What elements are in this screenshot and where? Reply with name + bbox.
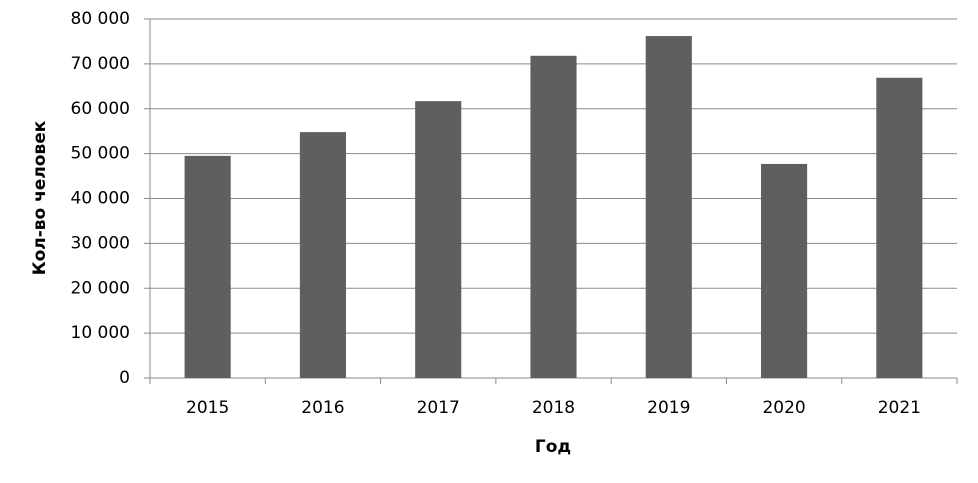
y-tick-label: 70 000 <box>71 54 130 74</box>
y-tick-label: 30 000 <box>71 233 130 253</box>
x-tick-label: 2017 <box>417 398 460 418</box>
y-tick-label: 40 000 <box>71 189 130 209</box>
bar <box>530 55 577 379</box>
y-tick-label: 10 000 <box>71 323 130 343</box>
bar <box>415 101 462 378</box>
bar <box>876 77 923 378</box>
y-tick-label: 0 <box>119 368 130 388</box>
y-tick-label: 20 000 <box>71 278 130 298</box>
bar <box>761 163 808 378</box>
y-tick-label: 80 000 <box>71 9 130 29</box>
x-tick-label: 2021 <box>878 398 921 418</box>
x-tick-label: 2020 <box>762 398 805 418</box>
y-axis-title: Кол-во человек <box>30 120 50 275</box>
x-tick-label: 2015 <box>186 398 229 418</box>
x-axis-title: Год <box>535 437 571 457</box>
x-tick-label: 2019 <box>647 398 690 418</box>
bar <box>645 36 692 379</box>
x-tick-label: 2018 <box>532 398 575 418</box>
bar <box>184 155 231 378</box>
bar <box>299 132 346 378</box>
y-tick-label: 60 000 <box>71 99 130 119</box>
x-tick-label: 2016 <box>301 398 344 418</box>
y-tick-label: 50 000 <box>71 144 130 164</box>
